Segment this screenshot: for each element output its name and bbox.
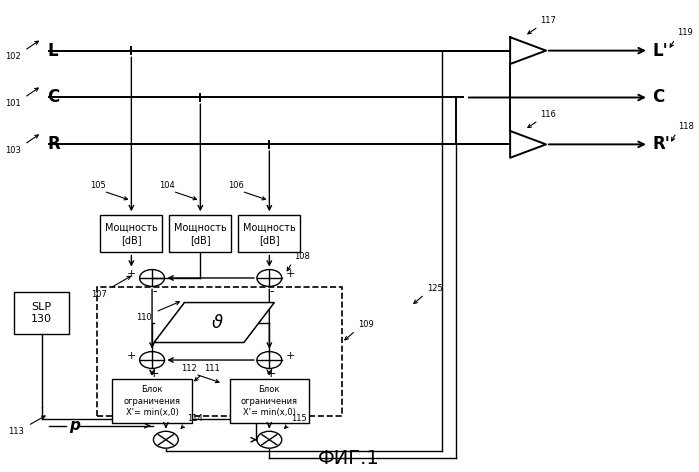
Text: 109: 109 <box>358 320 373 329</box>
Text: ФИГ.1: ФИГ.1 <box>318 449 380 468</box>
Text: 113: 113 <box>8 427 24 436</box>
Bar <box>238 215 301 252</box>
Text: C: C <box>48 88 59 107</box>
Text: p: p <box>69 418 80 433</box>
Text: 108: 108 <box>294 252 310 261</box>
Text: L': L' <box>652 42 668 59</box>
Bar <box>113 379 192 423</box>
Text: Блок
ограничения
X'= min(x,0): Блок ограничения X'= min(x,0) <box>241 386 298 417</box>
Text: Мощность
[dB]: Мощность [dB] <box>105 222 158 244</box>
Text: 111: 111 <box>204 364 220 373</box>
Text: 125: 125 <box>426 284 442 293</box>
Polygon shape <box>154 303 274 343</box>
Text: 114: 114 <box>187 414 203 423</box>
Text: SLP
130: SLP 130 <box>31 303 52 324</box>
Text: R': R' <box>652 135 670 153</box>
Text: Блок
ограничения
X'= min(x,0): Блок ограничения X'= min(x,0) <box>124 386 180 417</box>
Text: 105: 105 <box>90 181 106 190</box>
Text: 115: 115 <box>291 414 306 423</box>
Text: +: + <box>285 269 295 279</box>
Text: 107: 107 <box>91 290 106 299</box>
Text: +: + <box>149 367 159 379</box>
Text: Мощность
[dB]: Мощность [dB] <box>174 222 226 244</box>
Bar <box>230 379 309 423</box>
Text: 112: 112 <box>182 364 197 373</box>
Text: R: R <box>48 135 60 153</box>
Text: 117: 117 <box>540 17 556 25</box>
Text: 101: 101 <box>5 99 21 108</box>
Text: Мощность
[dB]: Мощность [dB] <box>243 222 296 244</box>
Text: 118: 118 <box>679 122 694 131</box>
Text: 103: 103 <box>5 146 21 155</box>
Bar <box>169 215 231 252</box>
Text: 102: 102 <box>5 52 21 61</box>
Bar <box>97 287 342 416</box>
Text: 106: 106 <box>228 181 244 190</box>
Text: -: - <box>269 285 274 298</box>
Text: L: L <box>48 42 58 59</box>
Text: +: + <box>127 269 136 279</box>
Text: 110: 110 <box>136 313 152 322</box>
Text: $\vartheta$: $\vartheta$ <box>211 313 224 331</box>
Text: -: - <box>152 285 157 298</box>
Text: 119: 119 <box>677 28 693 37</box>
Text: 104: 104 <box>159 181 175 190</box>
Text: C: C <box>652 88 665 107</box>
Text: +: + <box>285 351 295 361</box>
Text: +: + <box>266 367 277 379</box>
Text: +: + <box>127 351 136 361</box>
Text: 116: 116 <box>540 110 556 119</box>
Bar <box>101 215 162 252</box>
Bar <box>14 292 69 334</box>
